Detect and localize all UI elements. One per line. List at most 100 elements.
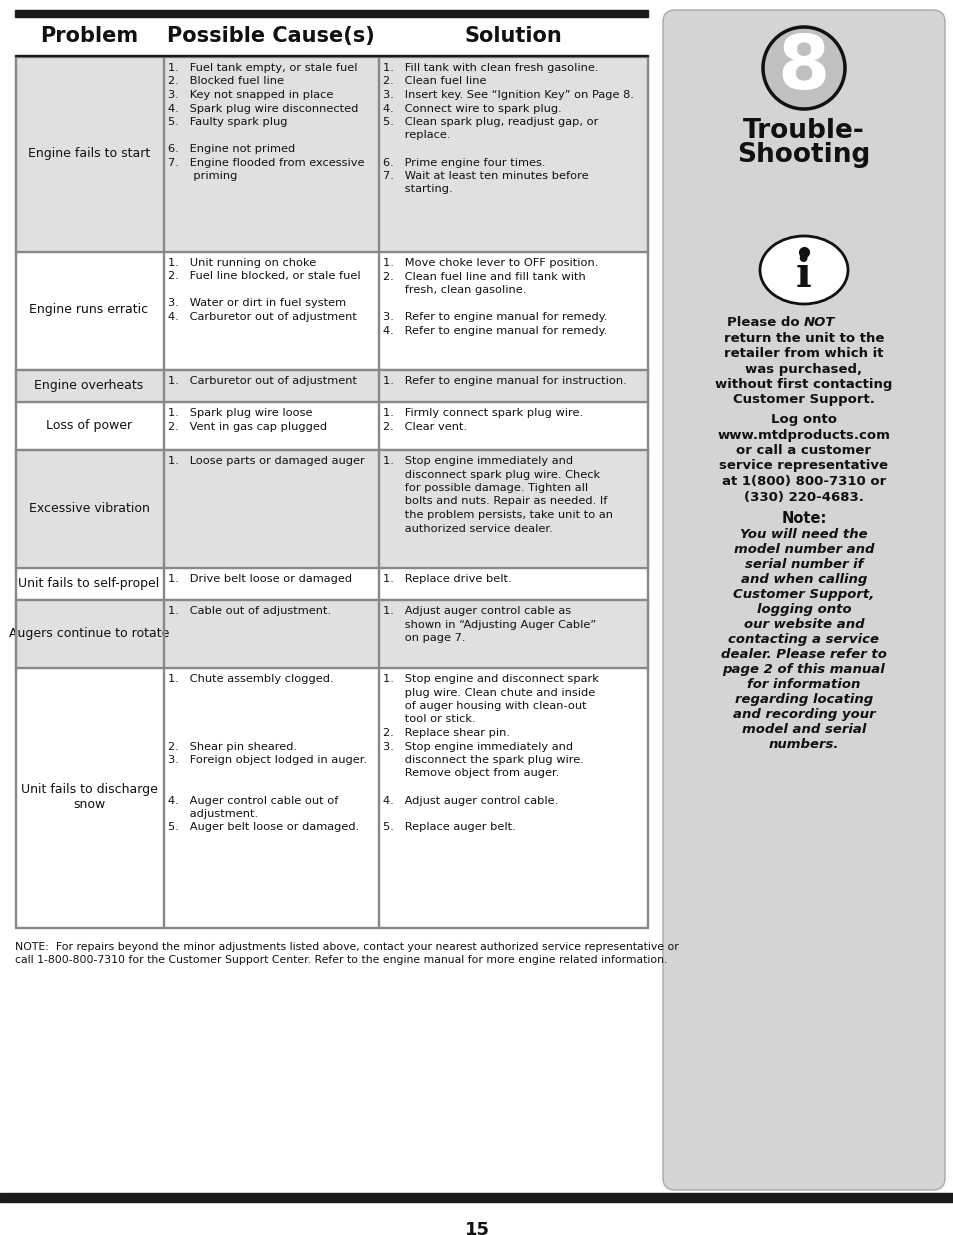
Bar — [15, 401, 647, 450]
Text: without first contacting: without first contacting — [715, 378, 892, 391]
Text: logging onto: logging onto — [756, 603, 850, 616]
Text: 3.   Refer to engine manual for remedy.: 3. Refer to engine manual for remedy. — [382, 312, 607, 322]
Text: 5.   Auger belt loose or damaged.: 5. Auger belt loose or damaged. — [168, 823, 359, 832]
Text: bolts and nuts. Repair as needed. If: bolts and nuts. Repair as needed. If — [382, 496, 607, 506]
Text: for possible damage. Tighten all: for possible damage. Tighten all — [382, 483, 587, 493]
Text: 3.   Stop engine immediately and: 3. Stop engine immediately and — [382, 741, 573, 752]
Text: was purchased,: was purchased, — [744, 363, 862, 375]
Text: regarding locating: regarding locating — [734, 693, 872, 706]
Bar — [15, 450, 647, 567]
Text: model and serial: model and serial — [741, 722, 865, 736]
Text: 1.   Spark plug wire loose: 1. Spark plug wire loose — [168, 408, 313, 417]
Text: You will need the: You will need the — [740, 529, 867, 541]
Text: 1.   Move choke lever to OFF position.: 1. Move choke lever to OFF position. — [382, 258, 598, 268]
Bar — [15, 56, 647, 251]
Bar — [15, 567, 647, 599]
Ellipse shape — [762, 27, 844, 109]
Text: (330) 220-4683.: (330) 220-4683. — [743, 490, 863, 504]
Text: 7.   Wait at least ten minutes before: 7. Wait at least ten minutes before — [382, 170, 588, 182]
Text: Loss of power: Loss of power — [46, 419, 132, 431]
Text: 4.   Connect wire to spark plug.: 4. Connect wire to spark plug. — [382, 104, 561, 114]
Text: NOTE:  For repairs beyond the minor adjustments listed above, contact your neare: NOTE: For repairs beyond the minor adjus… — [15, 942, 678, 966]
Text: 1.   Firmly connect spark plug wire.: 1. Firmly connect spark plug wire. — [382, 408, 582, 417]
Text: Shooting: Shooting — [737, 142, 870, 168]
Text: Augers continue to rotate: Augers continue to rotate — [9, 626, 169, 640]
Text: Log onto: Log onto — [770, 412, 836, 426]
Text: 1.   Refer to engine manual for instruction.: 1. Refer to engine manual for instructio… — [382, 375, 626, 387]
Text: Unit fails to discharge
snow: Unit fails to discharge snow — [21, 783, 157, 811]
Text: 6.   Engine not primed: 6. Engine not primed — [168, 144, 294, 154]
Text: 4.   Adjust auger control cable.: 4. Adjust auger control cable. — [382, 795, 558, 805]
Text: 1.   Carburetor out of adjustment: 1. Carburetor out of adjustment — [168, 375, 356, 387]
Text: Solution: Solution — [464, 26, 561, 46]
Text: Customer Support,: Customer Support, — [733, 588, 874, 601]
Bar — [15, 10, 647, 17]
Text: or call a customer: or call a customer — [736, 445, 871, 457]
Text: 1.   Adjust auger control cable as: 1. Adjust auger control cable as — [382, 606, 571, 616]
Text: 1.   Replace drive belt.: 1. Replace drive belt. — [382, 574, 511, 584]
Bar — [15, 251, 647, 369]
Text: 2.   Shear pin sheared.: 2. Shear pin sheared. — [168, 741, 296, 752]
Text: 2.   Replace shear pin.: 2. Replace shear pin. — [382, 727, 510, 739]
Text: 1.   Stop engine and disconnect spark: 1. Stop engine and disconnect spark — [382, 674, 598, 684]
Text: Trouble-: Trouble- — [742, 119, 864, 144]
Text: Note:: Note: — [781, 511, 826, 526]
Text: www.mtdproducts.com: www.mtdproducts.com — [717, 429, 889, 441]
Text: 3.   Key not snapped in place: 3. Key not snapped in place — [168, 90, 333, 100]
Text: 2.   Fuel line blocked, or stale fuel: 2. Fuel line blocked, or stale fuel — [168, 272, 360, 282]
Ellipse shape — [760, 236, 847, 304]
Text: Engine fails to start: Engine fails to start — [28, 147, 150, 161]
Text: Please do: Please do — [726, 316, 803, 329]
Text: i: i — [796, 254, 811, 296]
Text: priming: priming — [168, 170, 237, 182]
Text: 1.   Cable out of adjustment.: 1. Cable out of adjustment. — [168, 606, 331, 616]
Text: serial number if: serial number if — [744, 558, 862, 571]
Text: 3.   Water or dirt in fuel system: 3. Water or dirt in fuel system — [168, 299, 346, 309]
Text: 6.   Prime engine four times.: 6. Prime engine four times. — [382, 158, 545, 168]
Text: 4.   Refer to engine manual for remedy.: 4. Refer to engine manual for remedy. — [382, 326, 607, 336]
Text: our website and: our website and — [743, 618, 863, 631]
Text: 3.   Insert key. See “Ignition Key” on Page 8.: 3. Insert key. See “Ignition Key” on Pag… — [382, 90, 634, 100]
Bar — [15, 599, 647, 667]
Text: and when calling: and when calling — [740, 573, 866, 585]
Text: Possible Cause(s): Possible Cause(s) — [167, 26, 374, 46]
Text: disconnect the spark plug wire.: disconnect the spark plug wire. — [382, 755, 583, 764]
Text: at 1(800) 800-7310 or: at 1(800) 800-7310 or — [721, 475, 885, 488]
Text: replace.: replace. — [382, 131, 450, 141]
Text: dealer. Please refer to: dealer. Please refer to — [720, 648, 886, 661]
Text: 5.   Replace auger belt.: 5. Replace auger belt. — [382, 823, 516, 832]
Text: retailer from which it: retailer from which it — [723, 347, 882, 359]
Text: shown in “Adjusting Auger Cable”: shown in “Adjusting Auger Cable” — [382, 620, 596, 630]
Text: contacting a service: contacting a service — [728, 634, 879, 646]
Text: and recording your: and recording your — [732, 708, 875, 721]
Text: the problem persists, take unit to an: the problem persists, take unit to an — [382, 510, 613, 520]
Text: 5.   Clean spark plug, readjust gap, or: 5. Clean spark plug, readjust gap, or — [382, 117, 598, 127]
Text: 3.   Foreign object lodged in auger.: 3. Foreign object lodged in auger. — [168, 755, 367, 764]
Text: 1.   Stop engine immediately and: 1. Stop engine immediately and — [382, 456, 573, 466]
Text: 2.   Clean fuel line: 2. Clean fuel line — [382, 77, 486, 86]
Text: tool or stick.: tool or stick. — [382, 715, 476, 725]
Text: 4.   Carburetor out of adjustment: 4. Carburetor out of adjustment — [168, 312, 356, 322]
Text: Unit fails to self-propel: Unit fails to self-propel — [18, 577, 159, 589]
Text: numbers.: numbers. — [768, 739, 839, 751]
Text: service representative: service representative — [719, 459, 887, 473]
Text: of auger housing with clean-out: of auger housing with clean-out — [382, 701, 586, 711]
Text: 1.   Chute assembly clogged.: 1. Chute assembly clogged. — [168, 674, 334, 684]
Text: 1.   Fuel tank empty, or stale fuel: 1. Fuel tank empty, or stale fuel — [168, 63, 357, 73]
Text: authorized service dealer.: authorized service dealer. — [382, 524, 552, 534]
Text: NOT: NOT — [803, 316, 835, 329]
Text: 8: 8 — [777, 32, 829, 105]
Text: for information: for information — [746, 678, 860, 692]
Text: 1.   Fill tank with clean fresh gasoline.: 1. Fill tank with clean fresh gasoline. — [382, 63, 598, 73]
Text: Remove object from auger.: Remove object from auger. — [382, 768, 558, 778]
Text: 2.   Clean fuel line and fill tank with: 2. Clean fuel line and fill tank with — [382, 272, 585, 282]
Text: Problem: Problem — [40, 26, 138, 46]
Text: 4.   Spark plug wire disconnected: 4. Spark plug wire disconnected — [168, 104, 358, 114]
Text: fresh, clean gasoline.: fresh, clean gasoline. — [382, 285, 526, 295]
Text: Engine overheats: Engine overheats — [34, 378, 144, 391]
Text: 15: 15 — [464, 1221, 489, 1235]
FancyBboxPatch shape — [662, 10, 944, 1191]
Text: 2.   Blocked fuel line: 2. Blocked fuel line — [168, 77, 284, 86]
Text: model number and: model number and — [733, 543, 873, 556]
Text: on page 7.: on page 7. — [382, 634, 465, 643]
